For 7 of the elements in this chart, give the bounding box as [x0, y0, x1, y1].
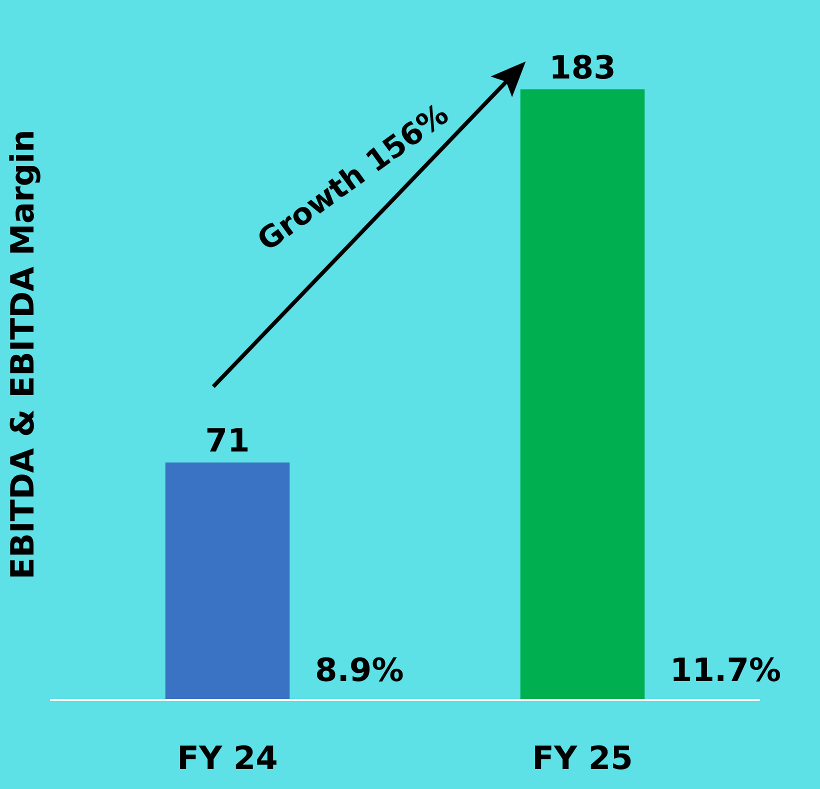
- annotation: 11.7%: [670, 651, 782, 689]
- y-axis-title: EBITDA & EBITDA Margin: [3, 130, 42, 580]
- x-tick-label: FY 24: [177, 739, 278, 778]
- data-label: 71: [205, 421, 250, 460]
- x-tick-label: FY 25: [532, 739, 633, 778]
- annotation: 8.9%: [315, 651, 404, 689]
- data-label: 183: [549, 48, 616, 86]
